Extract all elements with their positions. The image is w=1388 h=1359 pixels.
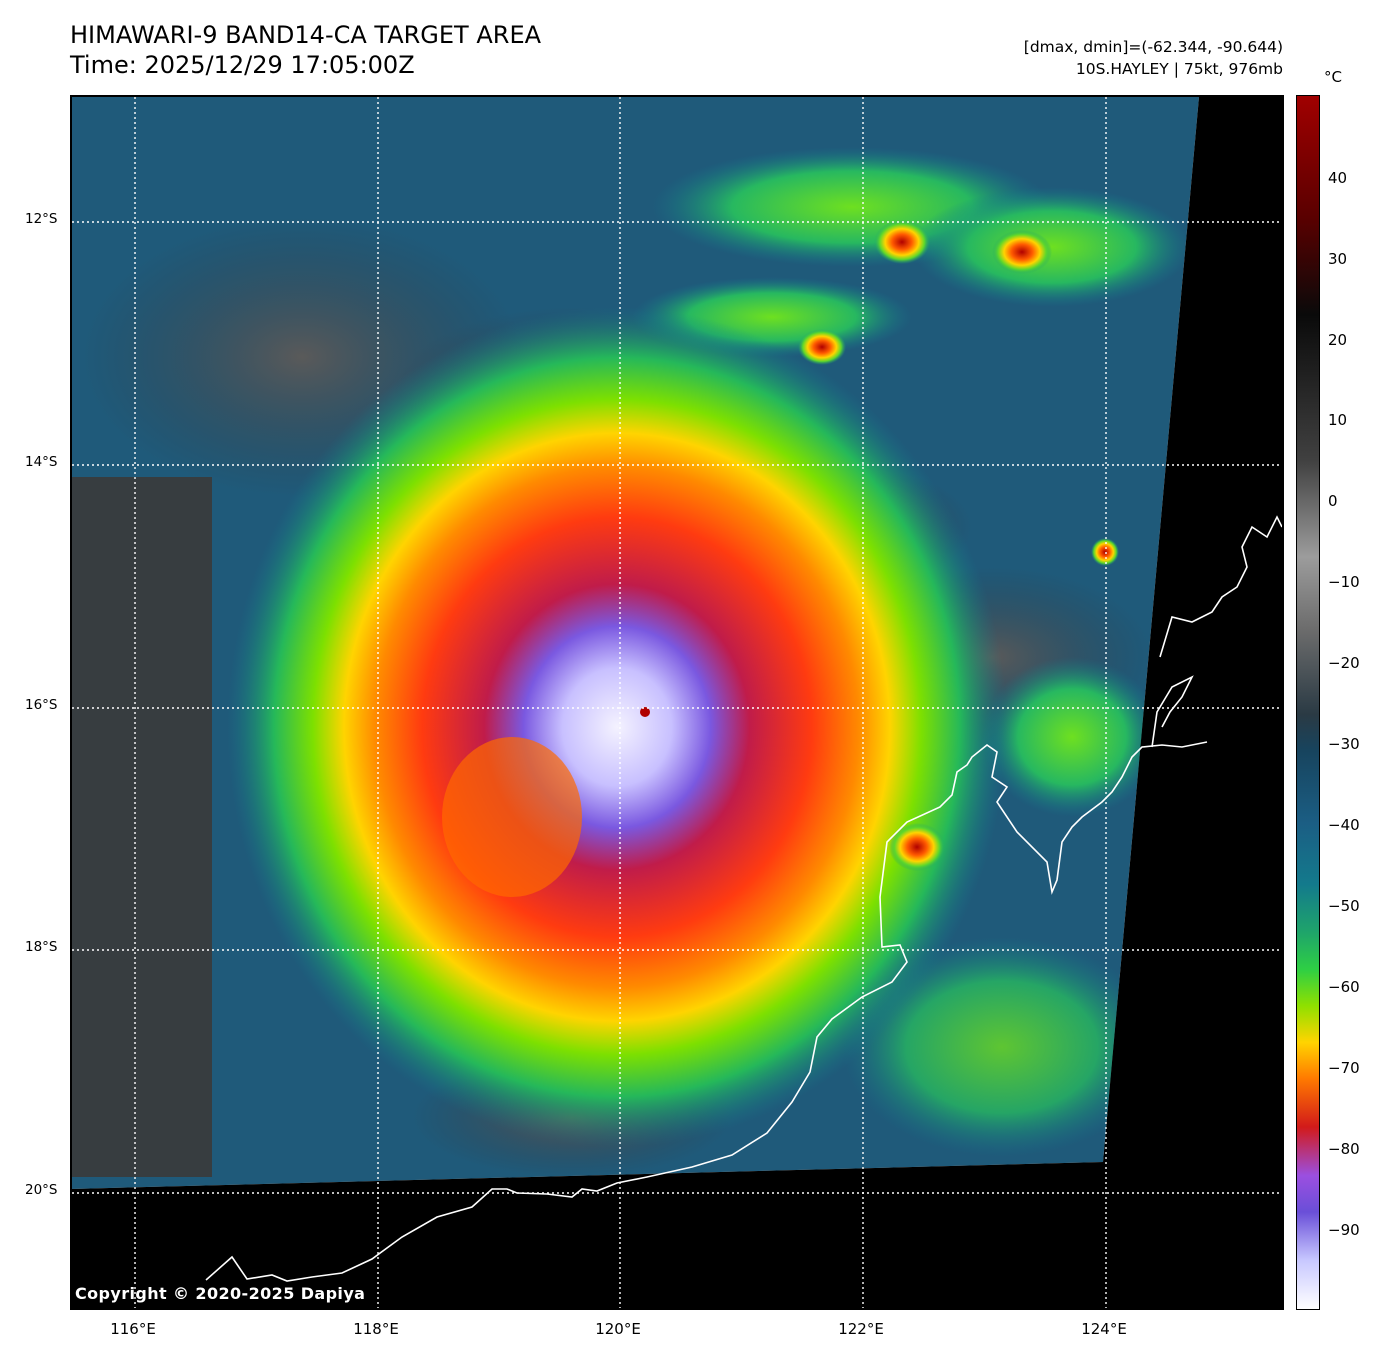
storm-eye	[640, 707, 650, 717]
lon-label-124e: 124°E	[1081, 1320, 1127, 1338]
no-data-east	[72, 97, 1282, 1308]
title-line-1: HIMAWARI-9 BAND14-CA TARGET AREA	[70, 21, 542, 49]
lat-label-14s: 14°S	[25, 454, 58, 470]
lat-label-20s: 20°S	[25, 1182, 58, 1198]
lon-label-120e: 120°E	[595, 1320, 641, 1338]
temperature-colorbar	[1296, 95, 1320, 1310]
lat-label-18s: 18°S	[25, 939, 58, 955]
colorbar-tick: 30	[1328, 250, 1348, 268]
colorbar-tick: −90	[1328, 1221, 1360, 1239]
figure-title: HIMAWARI-9 BAND14-CA TARGET AREA Time: 2…	[70, 20, 541, 80]
west-gray-region	[72, 477, 212, 1177]
colorbar-tick: −60	[1328, 978, 1360, 996]
graticule	[72, 97, 1282, 1308]
lon-label-122e: 122°E	[838, 1320, 884, 1338]
storm-id-text: 10S.HAYLEY | 75kt, 976mb	[1075, 60, 1283, 78]
colorbar-tick: −10	[1328, 573, 1360, 591]
colorbar-tick: −40	[1328, 816, 1360, 834]
storm-cloud-shield	[227, 307, 1007, 1147]
lon-label-118e: 118°E	[353, 1320, 399, 1338]
colorbar-tick: −80	[1328, 1140, 1360, 1158]
satellite-map[interactable]	[70, 95, 1284, 1310]
colorbar-tick: 40	[1328, 169, 1348, 187]
colorbar-tick: −50	[1328, 897, 1360, 915]
colorbar-tick: 0	[1328, 492, 1338, 510]
data-range-text: [dmax, dmin]=(-62.344, -90.644)	[1023, 38, 1283, 56]
colorbar-tick: −20	[1328, 654, 1360, 672]
lat-label-12s: 12°S	[25, 211, 58, 227]
storm-info: [dmax, dmin]=(-62.344, -90.644) 10S.HAYL…	[1024, 36, 1283, 80]
satellite-imagery	[72, 97, 1282, 1308]
copyright-text: Copyright © 2020-2025 Dapiya	[75, 1284, 366, 1303]
colorbar-tick: −30	[1328, 735, 1360, 753]
colorbar-tick: 10	[1328, 411, 1348, 429]
lat-label-16s: 16°S	[25, 697, 58, 713]
colorbar-unit: °C	[1324, 68, 1342, 86]
title-line-2: Time: 2025/12/29 17:05:00Z	[70, 51, 415, 79]
coastline	[205, 741, 1208, 1282]
colorbar-tick: 20	[1328, 331, 1348, 349]
lon-label-116e: 116°E	[110, 1320, 156, 1338]
colorbar-tick: −70	[1328, 1059, 1360, 1077]
